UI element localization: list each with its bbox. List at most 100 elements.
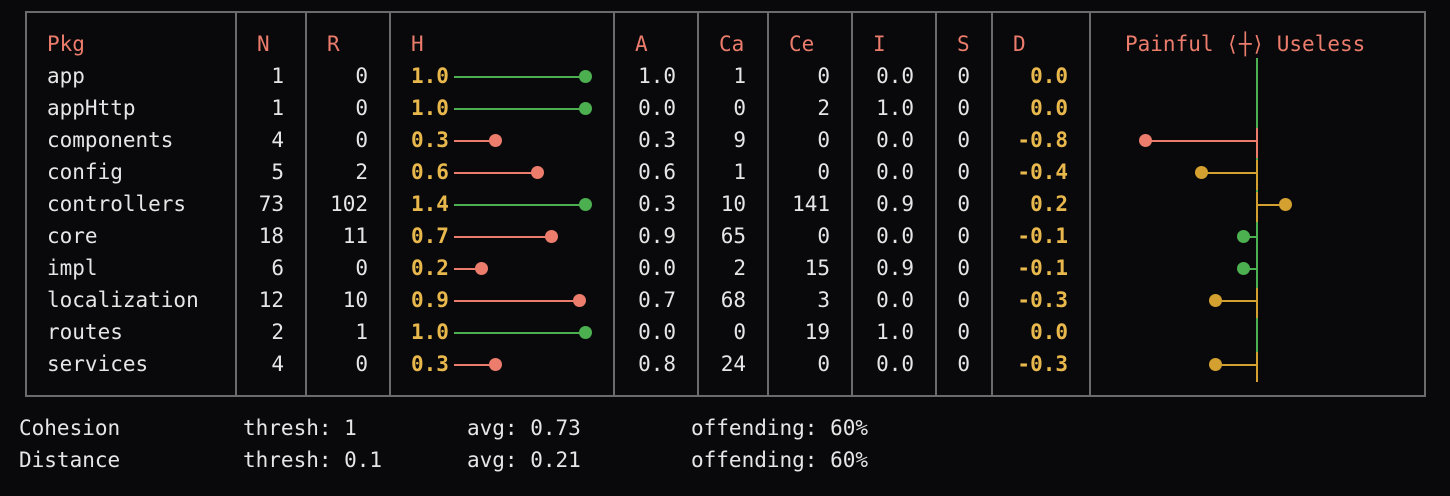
cell-pkg: localization bbox=[47, 288, 199, 312]
cell-h: 0.6 bbox=[411, 160, 449, 184]
cell-ce: 2 bbox=[817, 96, 830, 120]
cohesion-bar bbox=[454, 300, 580, 302]
cell-r: 0 bbox=[355, 352, 368, 376]
summary-offending: offending: 60% bbox=[691, 416, 869, 440]
cohesion-dot bbox=[545, 230, 558, 243]
col-divider bbox=[935, 11, 937, 397]
cell-s: 0 bbox=[957, 160, 970, 184]
distance-bar bbox=[1243, 268, 1257, 270]
cohesion-bar bbox=[454, 76, 586, 78]
cohesion-dot bbox=[573, 294, 586, 307]
cell-d: 0.0 bbox=[1030, 96, 1068, 120]
cell-a: 0.0 bbox=[638, 96, 676, 120]
distance-axis-segment bbox=[1256, 224, 1258, 254]
col-divider bbox=[1089, 11, 1091, 397]
cell-ca: 24 bbox=[720, 352, 746, 376]
col-divider bbox=[851, 11, 853, 397]
cell-h: 1.0 bbox=[411, 96, 449, 120]
cell-i: 0.9 bbox=[876, 256, 914, 280]
cell-pkg: services bbox=[47, 352, 149, 376]
distance-axis-segment bbox=[1256, 192, 1258, 222]
summary-label: Distance bbox=[19, 448, 121, 472]
cell-a: 1.0 bbox=[638, 64, 676, 88]
cell-ce: 19 bbox=[804, 320, 830, 344]
cohesion-bar bbox=[454, 332, 586, 334]
cell-d: -0.1 bbox=[1017, 224, 1068, 248]
cell-ca: 65 bbox=[720, 224, 746, 248]
cell-ce: 0 bbox=[817, 64, 830, 88]
cell-n: 12 bbox=[258, 288, 284, 312]
cell-h: 0.2 bbox=[411, 256, 449, 280]
cell-ce: 3 bbox=[817, 288, 830, 312]
cell-s: 0 bbox=[957, 288, 970, 312]
cell-h: 0.3 bbox=[411, 128, 449, 152]
col-divider bbox=[767, 11, 769, 397]
col-divider bbox=[235, 11, 237, 397]
cell-s: 0 bbox=[957, 192, 970, 216]
distance-bar bbox=[1145, 140, 1257, 142]
cell-r: 1 bbox=[355, 320, 368, 344]
distance-dot bbox=[1209, 358, 1222, 371]
distance-dot bbox=[1209, 294, 1222, 307]
cell-ca: 0 bbox=[733, 96, 746, 120]
table-border-top bbox=[25, 11, 1425, 13]
cohesion-bar bbox=[454, 172, 538, 174]
cell-s: 0 bbox=[957, 352, 970, 376]
cell-i: 1.0 bbox=[876, 96, 914, 120]
summary-offending: offending: 60% bbox=[691, 448, 869, 472]
distance-bar bbox=[1215, 300, 1257, 302]
cell-ce: 15 bbox=[804, 256, 830, 280]
table-border-bottom bbox=[25, 395, 1425, 397]
cell-r: 10 bbox=[342, 288, 368, 312]
cell-n: 73 bbox=[258, 192, 284, 216]
chart-header: Painful ⟨┼⟩ Useless bbox=[1125, 31, 1365, 57]
cell-h: 0.3 bbox=[411, 352, 449, 376]
cell-r: 0 bbox=[355, 96, 368, 120]
cell-pkg: routes bbox=[47, 320, 123, 344]
distance-axis-segment bbox=[1256, 160, 1258, 190]
cell-ce: 0 bbox=[817, 128, 830, 152]
cell-d: -0.3 bbox=[1017, 288, 1068, 312]
cohesion-dot bbox=[579, 70, 592, 83]
cell-n: 1 bbox=[271, 64, 284, 88]
cell-a: 0.9 bbox=[638, 224, 676, 248]
header-s: S bbox=[957, 32, 970, 56]
cell-ca: 10 bbox=[720, 192, 746, 216]
cell-a: 0.3 bbox=[638, 192, 676, 216]
cell-r: 11 bbox=[342, 224, 368, 248]
cell-n: 6 bbox=[271, 256, 284, 280]
cell-r: 0 bbox=[355, 64, 368, 88]
cell-pkg: core bbox=[47, 224, 98, 248]
cell-s: 0 bbox=[957, 128, 970, 152]
cell-pkg: config bbox=[47, 160, 123, 184]
cell-n: 18 bbox=[258, 224, 284, 248]
cell-h: 1.4 bbox=[411, 192, 449, 216]
cell-h: 0.9 bbox=[411, 288, 449, 312]
distance-dot bbox=[1279, 198, 1292, 211]
cell-d: 0.0 bbox=[1030, 64, 1068, 88]
header-d: D bbox=[1013, 32, 1026, 56]
cell-r: 0 bbox=[355, 128, 368, 152]
cell-h: 1.0 bbox=[411, 320, 449, 344]
cell-s: 0 bbox=[957, 96, 970, 120]
table-border-left bbox=[25, 11, 27, 397]
cell-r: 102 bbox=[330, 192, 368, 216]
distance-bar bbox=[1243, 236, 1257, 238]
distance-dot bbox=[1139, 134, 1152, 147]
cell-a: 0.0 bbox=[638, 320, 676, 344]
distance-bar bbox=[1201, 172, 1257, 174]
summary-avg: avg: 0.21 bbox=[467, 448, 581, 472]
cohesion-bar bbox=[454, 204, 586, 206]
cell-pkg: controllers bbox=[47, 192, 187, 216]
cell-r: 0 bbox=[355, 256, 368, 280]
cell-d: 0.0 bbox=[1030, 320, 1068, 344]
cohesion-bar bbox=[454, 236, 552, 238]
summary-thresh: thresh: 0.1 bbox=[243, 448, 383, 472]
cell-ca: 0 bbox=[733, 320, 746, 344]
cell-a: 0.8 bbox=[638, 352, 676, 376]
header-n: N bbox=[257, 32, 270, 56]
cell-i: 0.0 bbox=[876, 288, 914, 312]
distance-dot bbox=[1237, 230, 1250, 243]
cell-d: -0.3 bbox=[1017, 352, 1068, 376]
